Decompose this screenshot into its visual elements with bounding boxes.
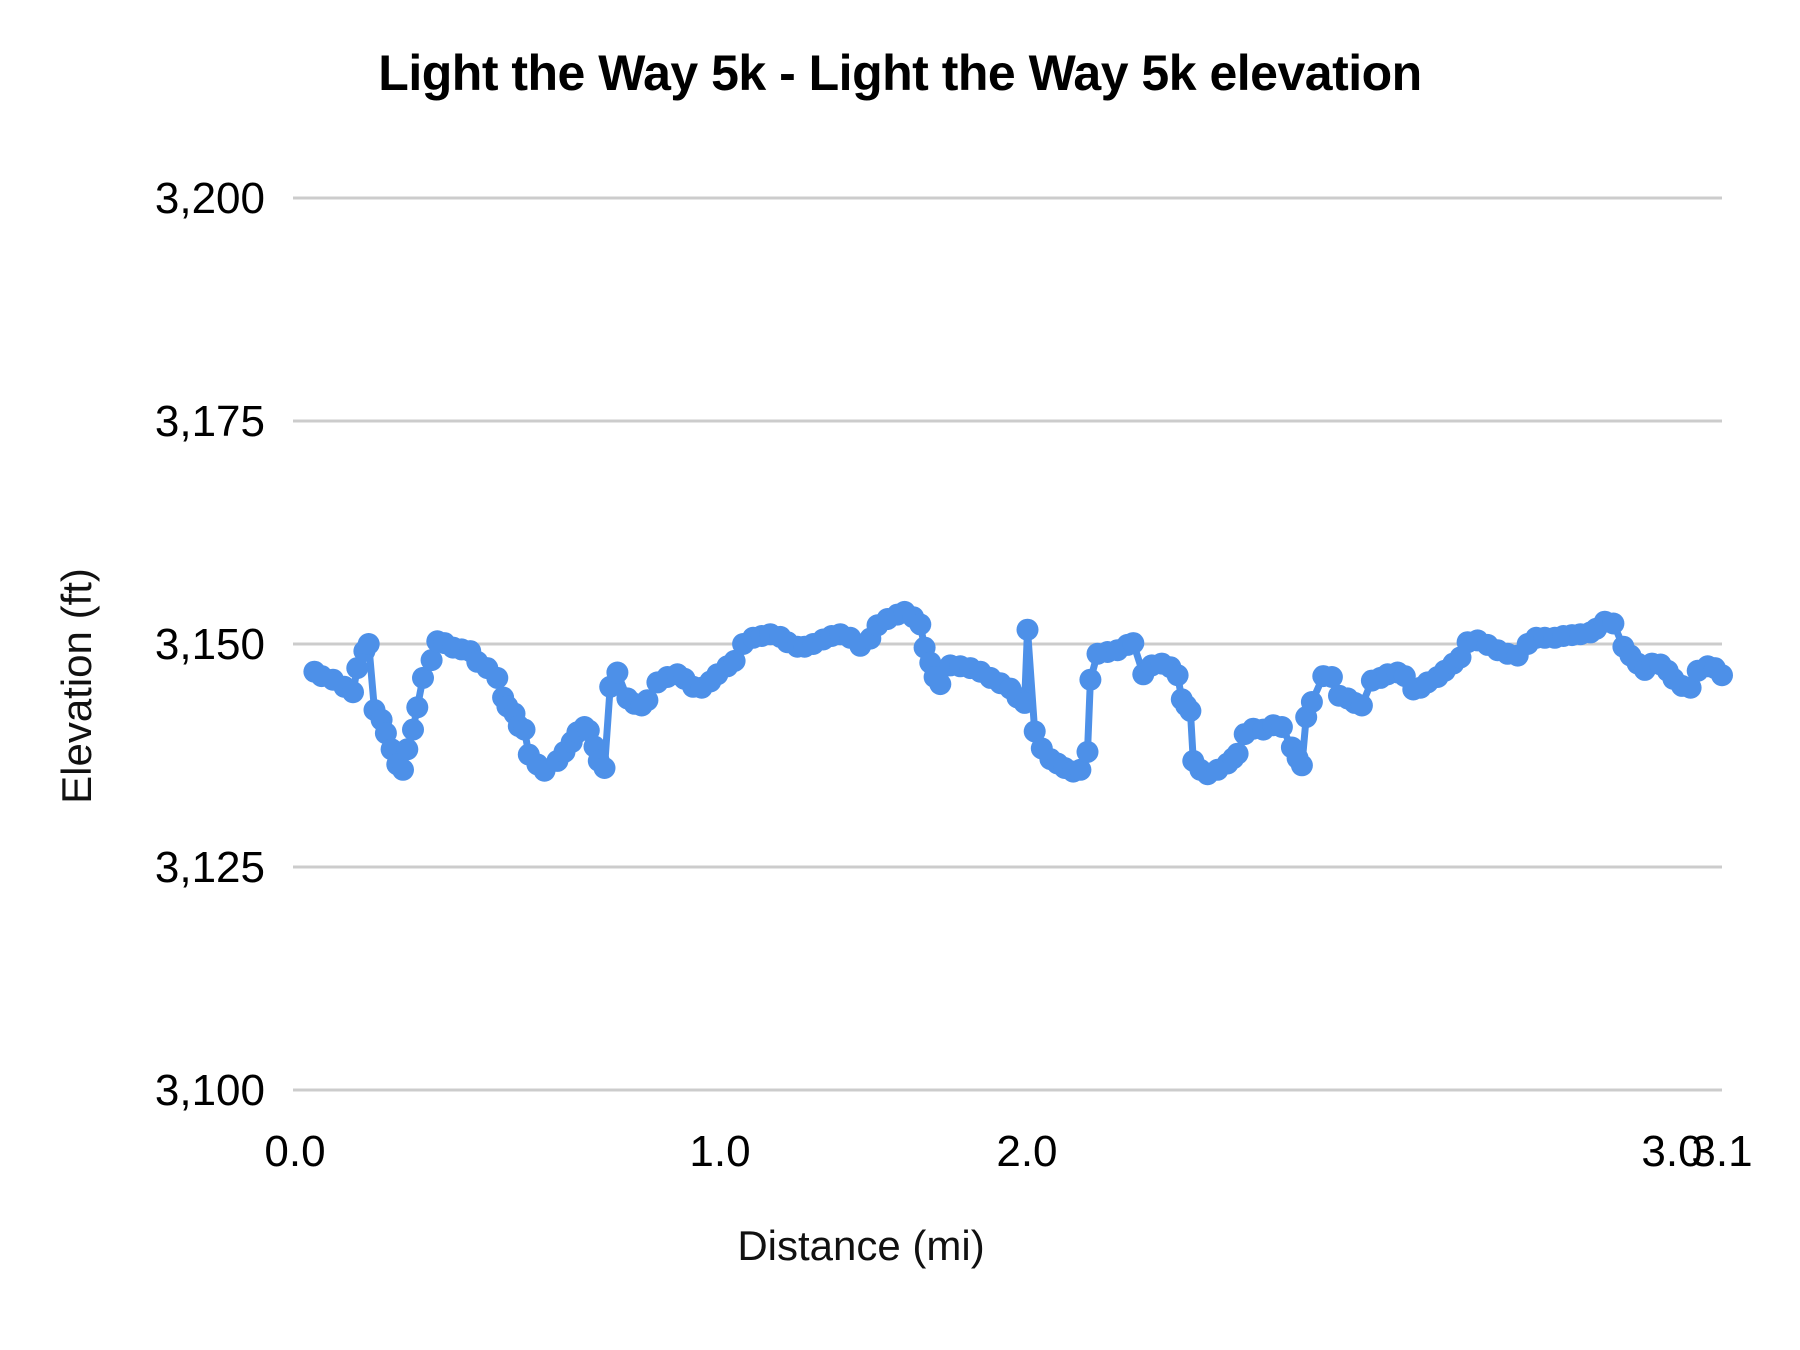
data-point-marker <box>402 718 424 741</box>
y-tick-label: 3,200 <box>155 174 265 223</box>
data-point-marker <box>1179 699 1202 722</box>
y-tick-label: 3,100 <box>155 1066 265 1115</box>
x-tick-label: 3.1 <box>1691 1127 1752 1176</box>
y-tick-label: 3,150 <box>155 620 265 669</box>
x-tick-label: 0.0 <box>264 1127 325 1176</box>
data-point-marker <box>909 613 932 636</box>
data-point-marker <box>1226 742 1249 765</box>
data-point-marker <box>486 666 509 689</box>
data-point-marker <box>1602 612 1625 635</box>
data-point-marker <box>1013 691 1036 714</box>
data-point-marker <box>1069 758 1092 781</box>
data-point-marker <box>1320 666 1343 688</box>
y-tick-label: 3,175 <box>155 397 265 446</box>
data-point-marker <box>636 689 659 712</box>
data-point-marker <box>342 681 364 704</box>
x-tick-label: 2.0 <box>996 1127 1057 1176</box>
x-tick-label: 1.0 <box>689 1127 750 1176</box>
data-point-marker <box>1016 618 1039 641</box>
data-point-marker <box>1166 664 1189 687</box>
data-point-marker <box>1122 632 1145 655</box>
x-axis-title: Distance (mi) <box>737 1222 985 1269</box>
data-point-marker <box>593 757 616 779</box>
data-point-marker <box>1679 676 1702 699</box>
data-point-marker <box>396 738 419 761</box>
data-point-marker <box>1350 694 1373 717</box>
data-point-marker <box>1290 754 1313 777</box>
data-point-marker <box>406 696 429 719</box>
data-point-marker <box>392 758 414 781</box>
x-tick-label: 3.0 <box>1641 1127 1702 1176</box>
data-point-marker <box>1270 716 1293 738</box>
data-point-marker <box>412 666 434 689</box>
data-point-marker <box>357 633 380 655</box>
data-point-marker <box>346 657 369 680</box>
data-point-marker <box>723 649 746 672</box>
chart-title: Light the Way 5k - Light the Way 5k elev… <box>378 45 1422 101</box>
data-point-marker <box>513 718 536 741</box>
data-point-marker <box>1079 668 1102 691</box>
data-point-marker <box>1711 664 1733 687</box>
data-point-marker <box>1076 740 1099 763</box>
data-point-marker <box>420 649 443 672</box>
data-point-marker <box>606 661 629 684</box>
data-point-marker <box>929 673 952 696</box>
y-tick-label: 3,125 <box>155 843 265 892</box>
data-point-marker <box>1300 691 1323 713</box>
data-point-marker <box>1023 720 1046 743</box>
